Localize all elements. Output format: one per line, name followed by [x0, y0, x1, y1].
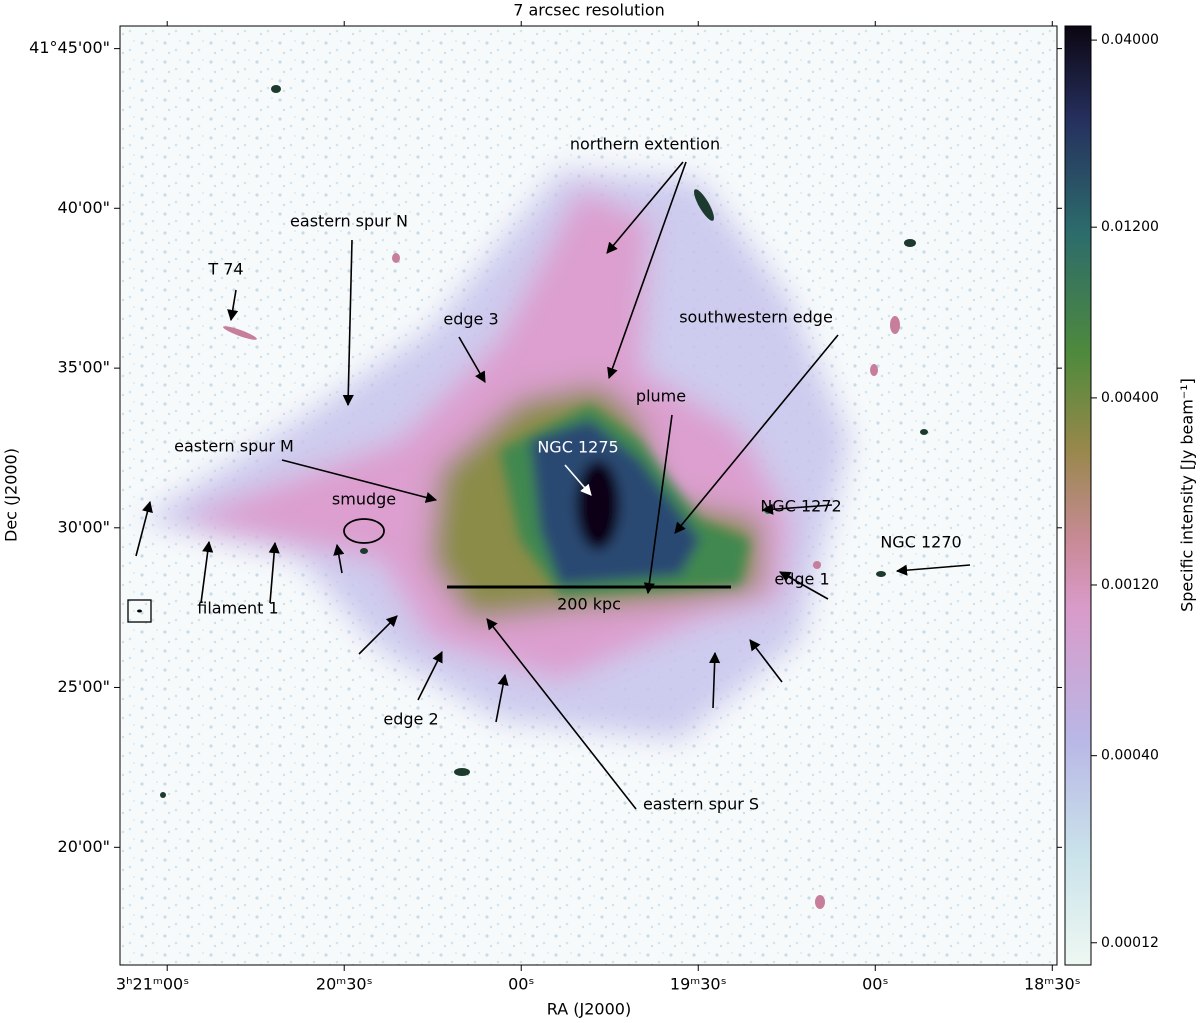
colorbar [1064, 25, 1092, 966]
annotation-arrow [342, 239, 354, 407]
smudge-ellipse [343, 518, 385, 544]
colorbar-tick-label: 0.00040 [1101, 748, 1159, 764]
x-tick-label: 00ˢ [508, 975, 534, 994]
annotation: T 74 [207, 260, 243, 279]
y-tick-label: 35'00" [58, 358, 110, 377]
annotation: edge 1 [774, 570, 829, 589]
annotation-arrow [643, 414, 673, 595]
x-tick-label: 18ᵐ30ˢ [1024, 975, 1081, 994]
colorbar-tick-label: 0.00012 [1101, 935, 1159, 951]
annotation-arrow [227, 289, 239, 322]
annotation-arrow [895, 564, 971, 576]
annotation: edge 2 [383, 710, 438, 729]
annotation-arrow [417, 650, 443, 701]
annotation-arrow [709, 651, 721, 709]
colorbar-tick-label: 0.00400 [1101, 390, 1159, 406]
x-tick-label: 20ᵐ30ˢ [316, 975, 373, 994]
annotation: smudge [332, 490, 396, 509]
annotation: northern extention [570, 135, 720, 154]
x-tick-label: 3ʰ21ᵐ00ˢ [116, 975, 189, 994]
x-tick-label: 00ˢ [862, 975, 888, 994]
beam-box [127, 599, 152, 623]
annotation: NGC 1275 [537, 438, 618, 457]
chart-title: 7 arcsec resolution [513, 1, 665, 20]
annotation: filament 1 [197, 599, 278, 618]
annotation-arrow [281, 459, 438, 503]
annotation: NGC 1272 [760, 497, 841, 516]
colorbar-label: Specific intensity [Jy beam⁻¹] [1178, 378, 1197, 612]
x-tick-label: 19ᵐ30ˢ [670, 975, 727, 994]
annotation-arrow [607, 161, 687, 380]
annotation: plume [636, 387, 686, 406]
colorbar-tick-label: 0.04000 [1101, 32, 1159, 48]
annotation: NGC 1270 [880, 533, 961, 552]
y-tick-label: 41°45'00" [29, 38, 110, 57]
annotation-arrow [749, 639, 783, 683]
annotation-arrow [486, 618, 637, 810]
scale-bar-label: 200 kpc [557, 595, 621, 614]
y-axis-label: Dec (J2000) [2, 448, 21, 542]
annotation-arrow [200, 540, 214, 604]
colorbar-tick-label: 0.01200 [1101, 219, 1159, 235]
annotation: edge 3 [443, 310, 498, 329]
x-axis-label: RA (J2000) [547, 1000, 631, 1019]
annotation-arrow [674, 334, 839, 534]
y-tick-label: 20'00" [58, 837, 110, 856]
radio-image [120, 26, 1057, 965]
annotation-arrow [333, 543, 345, 574]
annotation-arrow [495, 673, 509, 723]
y-tick-label: 30'00" [58, 517, 110, 536]
annotation: eastern spur N [290, 212, 408, 231]
annotation: eastern spur S [643, 795, 759, 814]
annotation: eastern spur M [174, 437, 294, 456]
annotation-arrow [606, 161, 684, 254]
colorbar-tick-label: 0.00120 [1101, 577, 1159, 593]
annotation-arrow [358, 615, 398, 655]
y-tick-label: 40'00" [58, 198, 110, 217]
beam [137, 609, 142, 613]
annotation-arrow [564, 464, 592, 496]
annotation-arrow [779, 571, 829, 600]
plot-frame [119, 25, 1058, 966]
annotation: southwestern edge [679, 308, 833, 327]
annotation-arrow [761, 503, 833, 515]
annotation-arrow [135, 500, 153, 557]
annotation-arrow [458, 336, 486, 383]
y-tick-label: 25'00" [58, 677, 110, 696]
annotation-arrow [268, 541, 280, 604]
